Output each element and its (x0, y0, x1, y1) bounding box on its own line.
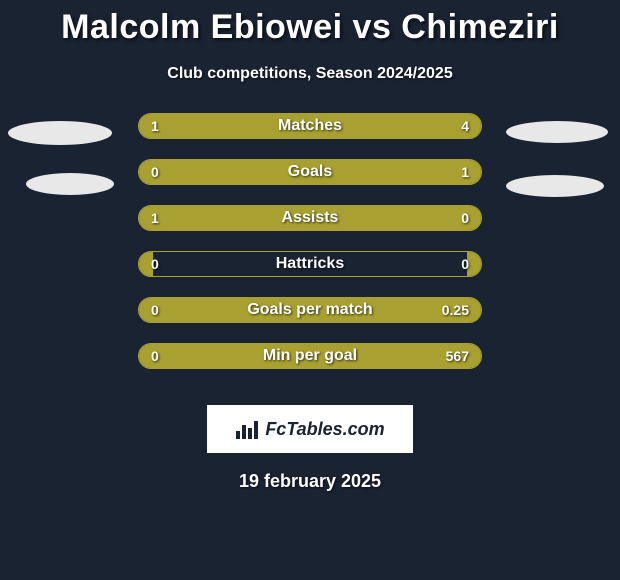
stat-row: 0567Min per goal (138, 343, 482, 369)
stat-label: Min per goal (139, 344, 481, 368)
player-left-avatar-placeholder (8, 121, 112, 145)
player-right-club-placeholder (506, 175, 604, 197)
stat-row: 10Assists (138, 205, 482, 231)
logo-text: FcTables.com (265, 419, 384, 440)
player-right-avatar-placeholder (506, 121, 608, 143)
stat-label: Goals per match (139, 298, 481, 322)
page-title: Malcolm Ebiowei vs Chimeziri (0, 0, 620, 47)
stat-label: Matches (139, 114, 481, 138)
stat-row: 00Hattricks (138, 251, 482, 277)
stat-row: 01Goals (138, 159, 482, 185)
subtitle: Club competitions, Season 2024/2025 (0, 65, 620, 83)
stat-row: 00.25Goals per match (138, 297, 482, 323)
bar-rows-container: 14Matches 01Goals 10Assists 00Hattricks 00.2… (138, 113, 482, 389)
stat-label: Assists (139, 206, 481, 230)
date-label: 19 february 2025 (0, 471, 620, 492)
stat-row: 14Matches (138, 113, 482, 139)
stat-label: Goals (139, 160, 481, 184)
player-left-club-placeholder (26, 173, 114, 195)
fctables-logo[interactable]: FcTables.com (207, 405, 413, 453)
bars-icon (235, 419, 259, 439)
stat-label: Hattricks (139, 252, 481, 276)
comparison-chart: 14Matches 01Goals 10Assists 00Hattricks 00.2… (0, 113, 620, 393)
